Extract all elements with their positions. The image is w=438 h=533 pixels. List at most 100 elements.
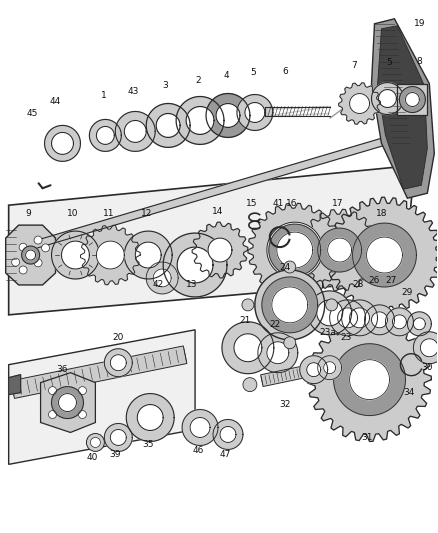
Text: 32: 32 <box>279 400 290 409</box>
Text: 16: 16 <box>286 199 297 208</box>
Text: 10: 10 <box>67 209 78 217</box>
Text: 24: 24 <box>279 263 290 272</box>
Polygon shape <box>126 393 174 441</box>
Polygon shape <box>330 300 366 336</box>
Polygon shape <box>265 107 330 109</box>
Polygon shape <box>135 242 161 268</box>
Text: 5: 5 <box>250 68 256 77</box>
Text: 21: 21 <box>239 316 251 325</box>
Polygon shape <box>350 308 370 328</box>
Circle shape <box>78 386 86 394</box>
Polygon shape <box>258 333 298 373</box>
Polygon shape <box>334 344 406 416</box>
Polygon shape <box>308 318 431 441</box>
Polygon shape <box>277 232 313 268</box>
Text: 5: 5 <box>387 58 392 67</box>
Text: 29: 29 <box>402 288 413 297</box>
Circle shape <box>34 236 42 244</box>
Polygon shape <box>267 222 323 278</box>
Polygon shape <box>216 103 240 127</box>
Polygon shape <box>420 339 438 357</box>
Polygon shape <box>318 356 342 379</box>
Text: 43: 43 <box>127 87 139 96</box>
Polygon shape <box>399 86 425 112</box>
Text: 3: 3 <box>162 81 168 90</box>
Bar <box>397 84 427 116</box>
Polygon shape <box>339 350 399 409</box>
Polygon shape <box>318 228 361 272</box>
Text: 15: 15 <box>246 199 258 208</box>
Polygon shape <box>25 250 35 260</box>
Polygon shape <box>392 315 406 329</box>
Polygon shape <box>59 393 77 411</box>
Text: 44: 44 <box>50 97 61 106</box>
Polygon shape <box>342 300 378 336</box>
Polygon shape <box>9 330 195 464</box>
Polygon shape <box>339 83 381 124</box>
Text: 34: 34 <box>404 388 415 397</box>
Polygon shape <box>325 235 355 265</box>
Text: 36: 36 <box>57 365 68 374</box>
Text: 8: 8 <box>417 57 422 66</box>
Text: 7: 7 <box>352 61 357 70</box>
Text: 26: 26 <box>369 277 380 286</box>
Text: 11: 11 <box>102 209 114 217</box>
Polygon shape <box>272 287 308 323</box>
Polygon shape <box>9 375 21 394</box>
Polygon shape <box>237 94 273 131</box>
Circle shape <box>19 243 27 251</box>
Polygon shape <box>176 96 224 144</box>
Polygon shape <box>153 269 171 287</box>
Circle shape <box>49 386 57 394</box>
Text: 18: 18 <box>376 209 387 217</box>
Polygon shape <box>156 114 180 138</box>
Polygon shape <box>206 94 250 138</box>
Text: 45: 45 <box>27 109 38 118</box>
Polygon shape <box>350 360 389 400</box>
Polygon shape <box>353 223 417 287</box>
Text: 27: 27 <box>386 277 397 286</box>
Polygon shape <box>371 312 388 328</box>
Polygon shape <box>327 197 438 313</box>
Polygon shape <box>96 126 114 144</box>
Polygon shape <box>21 246 39 264</box>
Circle shape <box>42 244 49 252</box>
Text: 17: 17 <box>332 199 343 208</box>
Text: 1: 1 <box>100 91 106 100</box>
Polygon shape <box>9 165 414 315</box>
Polygon shape <box>324 362 336 374</box>
Polygon shape <box>208 238 232 262</box>
Polygon shape <box>367 237 403 273</box>
Text: 2: 2 <box>195 76 201 85</box>
Circle shape <box>284 337 296 349</box>
Polygon shape <box>115 111 155 151</box>
Polygon shape <box>11 346 187 398</box>
Text: 13: 13 <box>186 280 198 289</box>
Polygon shape <box>234 334 262 362</box>
Polygon shape <box>220 426 236 442</box>
Polygon shape <box>124 231 172 279</box>
Text: 20: 20 <box>113 333 124 342</box>
Polygon shape <box>110 355 126 370</box>
Polygon shape <box>104 424 132 451</box>
Polygon shape <box>245 102 265 123</box>
Polygon shape <box>307 362 321 377</box>
Polygon shape <box>248 203 342 297</box>
Polygon shape <box>328 238 352 262</box>
Text: 40: 40 <box>87 453 98 462</box>
Polygon shape <box>177 247 213 283</box>
Circle shape <box>284 261 296 273</box>
Polygon shape <box>308 291 352 335</box>
Polygon shape <box>360 230 410 280</box>
Polygon shape <box>371 19 434 198</box>
Polygon shape <box>52 386 83 418</box>
Circle shape <box>243 378 257 392</box>
Polygon shape <box>6 225 56 285</box>
Text: 31: 31 <box>362 433 373 442</box>
Text: 23: 23 <box>340 333 351 342</box>
Text: 47: 47 <box>219 450 231 459</box>
Polygon shape <box>61 241 89 269</box>
Text: 35: 35 <box>142 440 154 449</box>
Text: 22: 22 <box>269 320 280 329</box>
Circle shape <box>49 410 57 418</box>
